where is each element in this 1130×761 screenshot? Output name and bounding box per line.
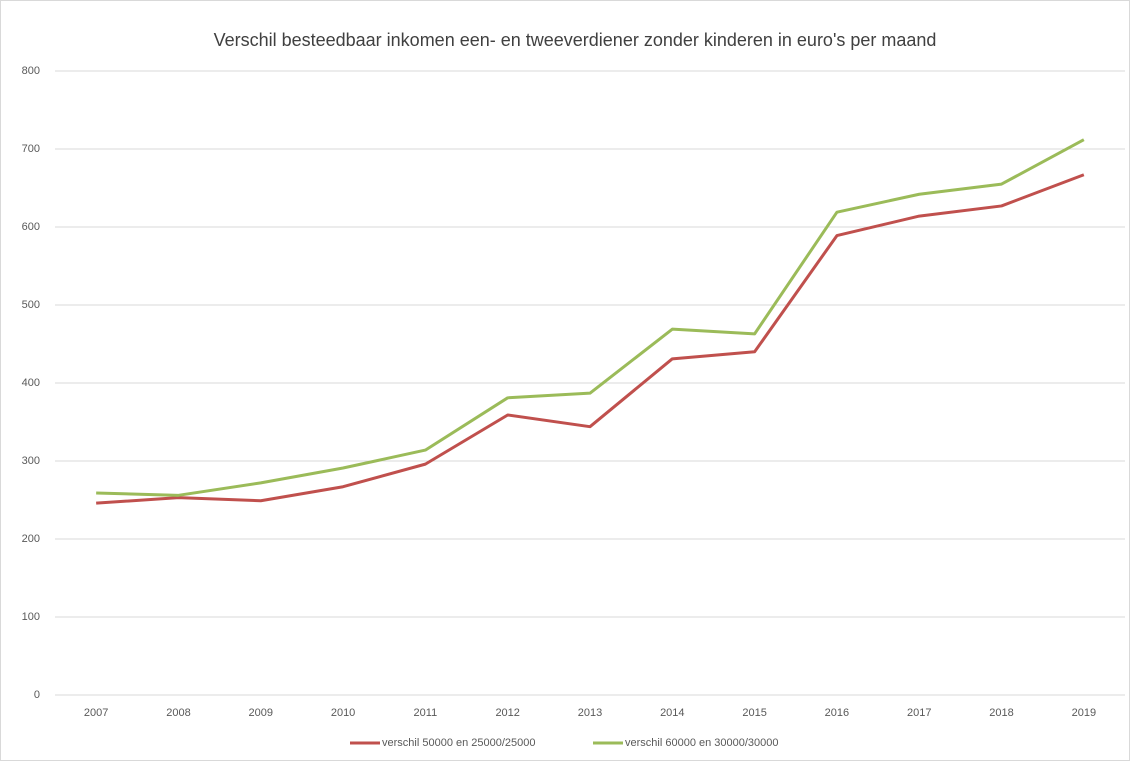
y-tick-label: 500 bbox=[22, 299, 40, 311]
series-line bbox=[96, 138, 1085, 497]
x-tick-label: 2014 bbox=[660, 707, 684, 719]
x-tick-label: 2016 bbox=[825, 707, 849, 719]
legend-label: verschil 60000 en 30000/30000 bbox=[625, 737, 779, 749]
legend-label: verschil 50000 en 25000/25000 bbox=[382, 737, 536, 749]
series-line bbox=[96, 173, 1085, 505]
y-tick-label: 200 bbox=[22, 533, 40, 545]
x-tick-label: 2017 bbox=[907, 707, 931, 719]
y-tick-label: 600 bbox=[22, 221, 40, 233]
x-tick-label: 2018 bbox=[989, 707, 1013, 719]
x-tick-label: 2015 bbox=[742, 707, 766, 719]
x-tick-label: 2010 bbox=[331, 707, 355, 719]
y-tick-label: 700 bbox=[22, 143, 40, 155]
x-tick-label: 2012 bbox=[495, 707, 519, 719]
y-tick-label: 800 bbox=[22, 65, 40, 77]
y-tick-label: 300 bbox=[22, 455, 40, 467]
x-tick-label: 2008 bbox=[166, 707, 190, 719]
chart-title: Verschil besteedbaar inkomen een- en twe… bbox=[214, 30, 937, 50]
x-tick-label: 2011 bbox=[414, 707, 438, 719]
y-tick-label: 0 bbox=[34, 689, 40, 701]
x-tick-label: 2007 bbox=[84, 707, 108, 719]
x-tick-label: 2013 bbox=[578, 707, 602, 719]
x-tick-label: 2009 bbox=[249, 707, 273, 719]
y-tick-label: 100 bbox=[22, 611, 40, 623]
y-tick-label: 400 bbox=[22, 377, 40, 389]
x-tick-label: 2019 bbox=[1072, 707, 1096, 719]
